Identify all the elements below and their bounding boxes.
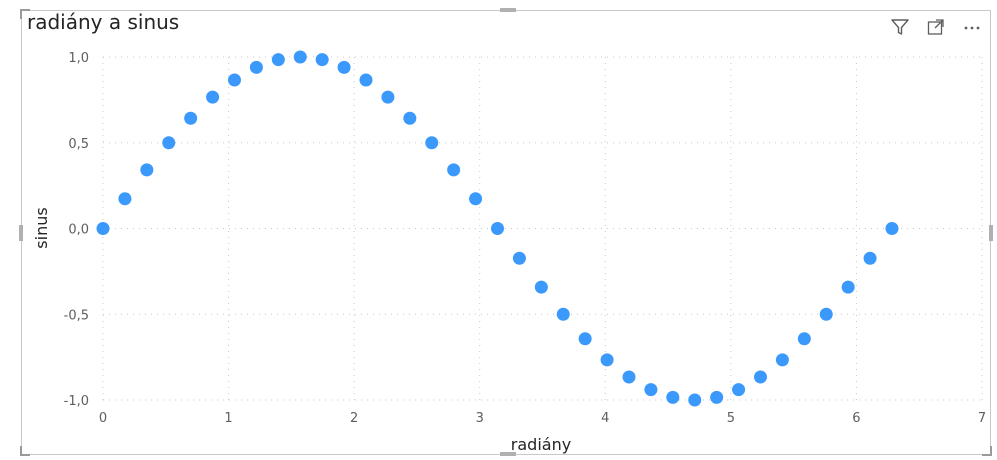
data-point[interactable] [556,307,570,321]
x-tick-label: 1 [224,411,232,426]
x-tick-label: 2 [350,411,358,426]
data-point[interactable] [666,390,680,404]
data-point[interactable] [469,192,483,206]
x-tick-label: 5 [727,411,735,426]
data-point[interactable] [118,192,132,206]
resize-handle-left[interactable] [19,225,23,241]
data-point[interactable] [622,370,636,384]
data-point[interactable] [140,163,154,177]
data-point[interactable] [337,60,351,74]
data-point[interactable] [534,280,548,294]
data-point[interactable] [315,53,329,67]
visual-title: radiány a sinus [27,10,180,34]
data-point[interactable] [490,222,504,235]
resize-handle-top[interactable] [500,8,516,12]
y-tick-label: 0,0 [68,223,89,238]
data-point[interactable] [293,50,307,64]
data-point[interactable] [841,280,855,294]
y-axis-title: sinus [32,207,51,248]
y-axis-ticks: 1,0 0,5 0,0 -0,5 -1,0 [64,51,89,409]
data-point[interactable] [797,332,811,346]
data-point[interactable] [162,136,176,150]
data-point[interactable] [271,53,285,67]
data-point[interactable] [753,370,767,384]
x-tick-label: 0 [99,411,107,426]
data-point[interactable] [775,353,789,367]
data-point[interactable] [863,251,877,265]
data-point[interactable] [227,73,241,87]
data-points [96,50,899,407]
data-point[interactable] [381,90,395,104]
resize-handle-right[interactable] [989,225,993,241]
x-axis-ticks: 0 1 2 3 4 5 6 7 [99,411,986,426]
filter-icon[interactable] [889,16,911,38]
more-options-icon[interactable] [961,16,983,38]
x-tick-label: 4 [601,411,609,426]
data-point[interactable] [96,222,110,235]
focus-mode-icon[interactable] [925,16,947,38]
y-tick-label: 1,0 [68,51,89,66]
grid-lines [102,56,983,401]
y-tick-label: 0,5 [68,137,89,152]
data-point[interactable] [644,383,658,397]
data-point[interactable] [578,332,592,346]
resize-handle-bottom-left[interactable] [20,446,30,456]
x-tick-label: 6 [852,411,860,426]
data-point[interactable] [512,251,526,265]
x-tick-label: 7 [978,411,986,426]
data-point[interactable] [249,60,263,74]
data-point[interactable] [732,383,746,397]
x-axis-title: radiány [511,435,571,454]
data-point[interactable] [447,163,461,177]
data-point[interactable] [819,307,833,321]
data-point[interactable] [425,136,439,150]
resize-handle-bottom[interactable] [500,452,516,456]
data-point[interactable] [885,222,899,235]
y-tick-label: -1,0 [64,394,89,409]
visual-header-toolbar [889,16,983,38]
data-point[interactable] [184,111,198,125]
data-point[interactable] [600,353,614,367]
resize-handle-top-left[interactable] [20,9,30,19]
data-point[interactable] [359,73,373,87]
data-point[interactable] [206,90,220,104]
resize-handle-bottom-right[interactable] [982,446,992,456]
data-point[interactable] [403,111,417,125]
data-point[interactable] [688,393,702,407]
x-tick-label: 3 [476,411,484,426]
data-point[interactable] [710,390,724,404]
y-tick-label: -0,5 [64,308,89,323]
